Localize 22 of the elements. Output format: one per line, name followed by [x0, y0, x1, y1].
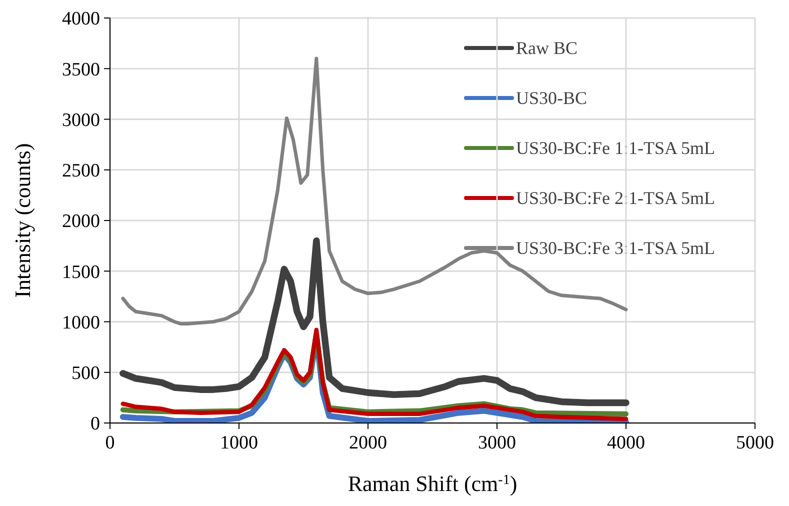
x-tick-label: 3000 — [478, 432, 516, 454]
legend-label: US30-BC:Fe 2:1-TSA 5mL — [516, 188, 715, 208]
legend-label: US30-BC — [516, 88, 587, 108]
y-tick-label: 500 — [72, 363, 100, 384]
y-tick-label: 3500 — [62, 59, 100, 80]
legend-label: Raw BC — [516, 38, 578, 58]
x-tick-label: 1000 — [220, 432, 258, 454]
y-tick-label: 1500 — [62, 262, 100, 283]
x-tick-label: 5000 — [736, 432, 774, 454]
legend-label: US30-BC:Fe 1:1-TSA 5mL — [516, 138, 715, 158]
legend-label: US30-BC:Fe 3:1-TSA 5mL — [516, 238, 715, 258]
x-axis-title: Raman Shift (cm$^{-1}$) — [348, 471, 518, 496]
y-tick-label: 3000 — [62, 110, 100, 131]
y-tick-label: 1000 — [62, 312, 100, 334]
x-tick-label: 0 — [105, 432, 115, 454]
y-tick-label: 2500 — [62, 160, 100, 182]
x-tick-label: 2000 — [349, 432, 387, 454]
y-tick-label: 2000 — [62, 211, 100, 232]
y-tick-label: 0 — [90, 414, 100, 435]
y-axis-title: Intensity (counts) — [10, 143, 35, 298]
y-tick-label: 4000 — [62, 8, 100, 30]
x-tick-label: 4000 — [607, 432, 645, 454]
